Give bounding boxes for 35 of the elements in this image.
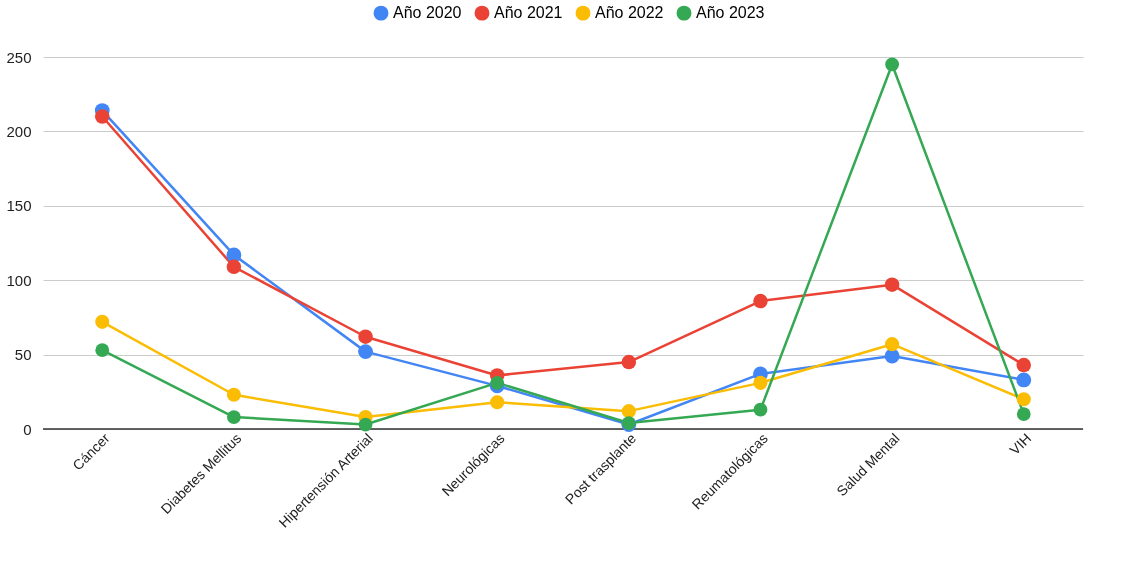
point [1016,357,1032,373]
point [226,259,242,275]
point [1016,407,1031,421]
legend-label: Año 2022 [595,4,664,22]
point [885,57,900,72]
y-tick-label: 200 [6,122,32,140]
point [884,348,900,364]
y-tick-label: 0 [23,420,32,438]
point [753,402,768,417]
legend-label: Año 2021 [494,4,563,22]
legend-label: Año 2020 [393,4,462,22]
point [621,354,637,370]
point [621,404,636,419]
point [226,410,241,424]
y-tick-label: 100 [6,271,32,289]
point [885,337,900,352]
point [358,329,373,344]
point [1016,392,1031,407]
legend-label: Año 2023 [696,4,765,22]
point [358,417,373,432]
point [884,277,900,292]
x-tick-label: VIH [1006,430,1035,458]
point [226,387,241,402]
y-tick-label: 150 [6,197,32,215]
y-tick-label: 250 [6,48,32,66]
y-tick-label: 50 [14,346,32,364]
point [753,375,768,390]
point [95,343,110,358]
point [94,109,110,124]
point [490,375,505,390]
point [490,395,505,410]
point [95,314,110,329]
point [358,344,373,360]
point [753,293,768,309]
point [1016,372,1032,388]
